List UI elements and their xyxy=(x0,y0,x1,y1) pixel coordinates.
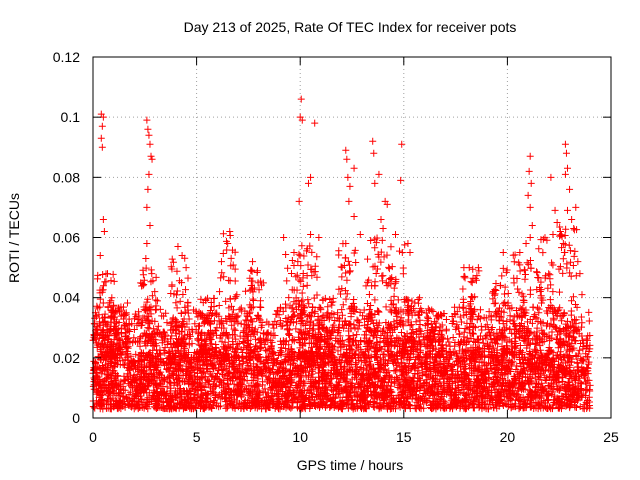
data-point xyxy=(582,378,590,386)
data-point xyxy=(567,311,575,319)
data-point xyxy=(412,405,420,413)
data-point xyxy=(365,346,373,354)
data-point xyxy=(442,316,450,324)
data-point xyxy=(256,303,264,311)
data-point xyxy=(215,381,223,389)
data-point xyxy=(104,303,112,311)
chart-title: Day 213 of 2025, Rate Of TEC Index for r… xyxy=(184,19,517,35)
data-point xyxy=(236,305,244,313)
data-point xyxy=(544,391,552,399)
data-point xyxy=(353,331,361,339)
data-point xyxy=(512,334,520,342)
data-point xyxy=(529,303,537,311)
data-point xyxy=(585,393,593,401)
data-point xyxy=(109,270,117,278)
data-point xyxy=(96,295,104,303)
data-point xyxy=(449,333,457,341)
data-point xyxy=(99,271,107,279)
data-point xyxy=(254,375,262,383)
data-point xyxy=(107,277,115,285)
data-point xyxy=(132,350,140,358)
data-point xyxy=(159,376,167,384)
data-point xyxy=(101,278,109,286)
data-point xyxy=(501,386,509,394)
data-point xyxy=(513,362,521,370)
data-point xyxy=(269,321,277,329)
data-point xyxy=(354,325,362,333)
data-point xyxy=(161,391,169,399)
data-point xyxy=(442,325,450,333)
data-point xyxy=(451,338,459,346)
data-point xyxy=(271,332,279,340)
data-point xyxy=(585,308,593,316)
data-point xyxy=(93,275,101,283)
data-point xyxy=(391,367,399,375)
data-point xyxy=(99,299,107,307)
data-point xyxy=(165,348,173,356)
data-point xyxy=(354,317,362,325)
data-point xyxy=(456,330,464,338)
data-point xyxy=(90,357,98,365)
data-point xyxy=(479,339,487,347)
data-point xyxy=(383,346,391,354)
data-point xyxy=(219,370,227,378)
data-point xyxy=(531,311,539,319)
data-point xyxy=(110,277,118,285)
data-point xyxy=(282,344,290,352)
data-point xyxy=(164,373,172,381)
data-point xyxy=(222,404,230,412)
data-point xyxy=(538,379,546,387)
data-point xyxy=(564,379,572,387)
data-point xyxy=(208,372,216,380)
data-point xyxy=(176,362,184,370)
data-points xyxy=(89,95,594,413)
data-point xyxy=(585,317,593,325)
data-point xyxy=(584,360,592,368)
data-point xyxy=(130,334,138,342)
data-point xyxy=(219,366,227,374)
